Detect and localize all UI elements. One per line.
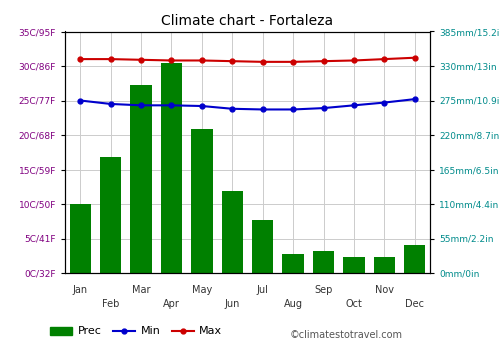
Title: Climate chart - Fortaleza: Climate chart - Fortaleza xyxy=(162,14,334,28)
Bar xyxy=(344,257,364,273)
Text: Jan: Jan xyxy=(72,285,88,295)
Bar xyxy=(130,85,152,273)
Bar xyxy=(404,245,425,273)
Text: Aug: Aug xyxy=(284,299,302,309)
Bar xyxy=(252,220,274,273)
Bar xyxy=(70,204,91,273)
Text: Jun: Jun xyxy=(224,299,240,309)
Text: ©climatestotravel.com: ©climatestotravel.com xyxy=(290,329,403,340)
Bar xyxy=(191,129,212,273)
Bar xyxy=(374,257,395,273)
Text: Nov: Nov xyxy=(375,285,394,295)
Legend: Prec, Min, Max: Prec, Min, Max xyxy=(46,322,227,341)
Text: May: May xyxy=(192,285,212,295)
Bar xyxy=(282,254,304,273)
Text: Oct: Oct xyxy=(346,299,362,309)
Bar xyxy=(313,251,334,273)
Text: Jul: Jul xyxy=(257,285,268,295)
Bar xyxy=(222,191,243,273)
Bar xyxy=(161,63,182,273)
Text: Sep: Sep xyxy=(314,285,332,295)
Text: Feb: Feb xyxy=(102,299,120,309)
Text: Mar: Mar xyxy=(132,285,150,295)
Bar xyxy=(100,157,122,273)
Text: Dec: Dec xyxy=(406,299,424,309)
Text: Apr: Apr xyxy=(163,299,180,309)
